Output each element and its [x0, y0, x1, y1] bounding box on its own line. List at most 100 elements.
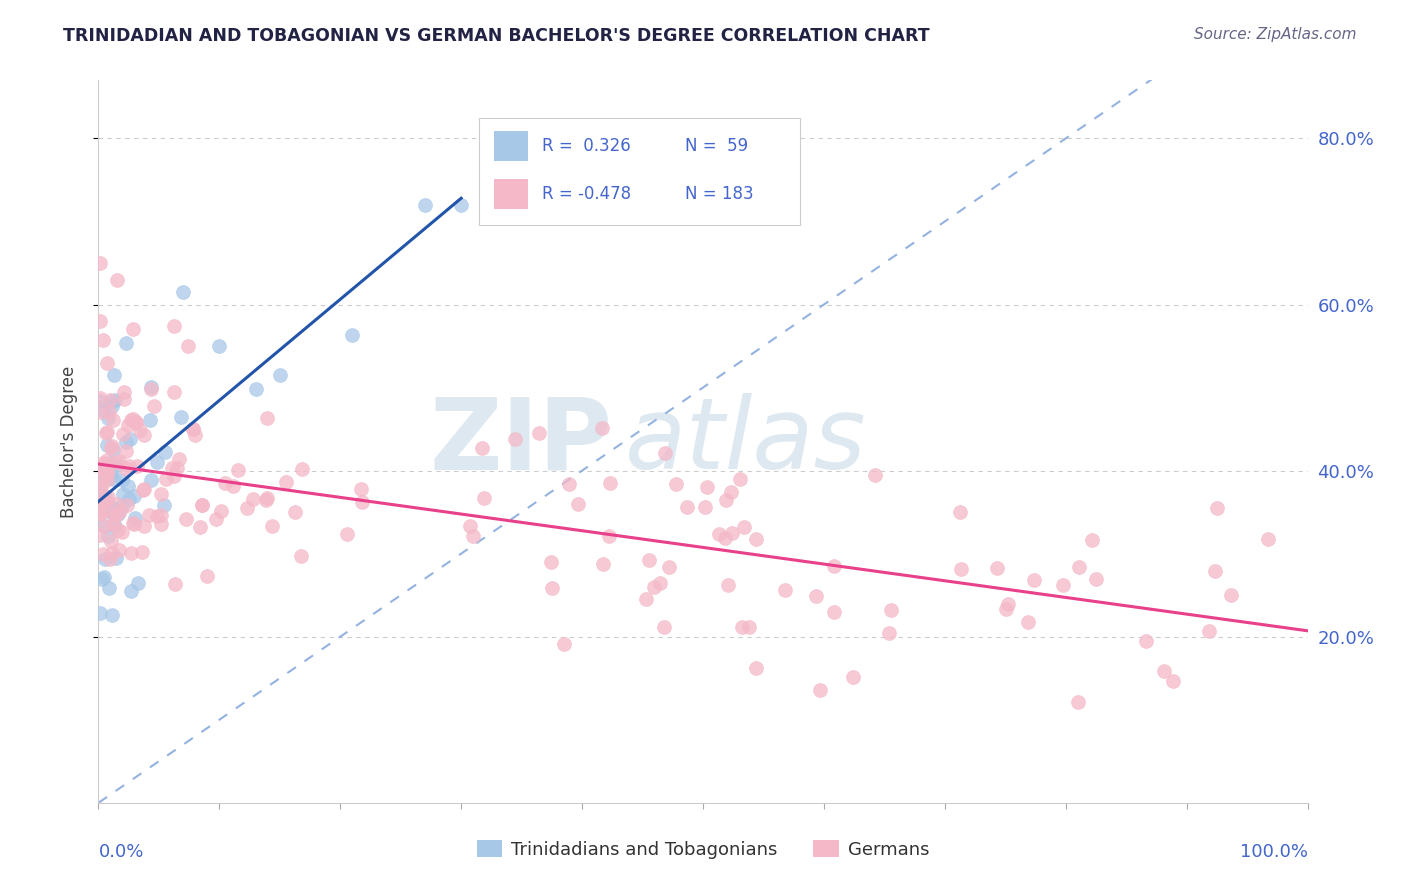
Point — [291, 462, 314, 476]
Point — [733, 520, 755, 534]
Point — [101, 413, 124, 427]
Point — [117, 491, 139, 506]
Point — [1205, 500, 1227, 515]
Point — [89, 314, 111, 328]
Point — [1084, 573, 1107, 587]
Point — [553, 637, 575, 651]
Point — [1022, 574, 1045, 588]
Point — [592, 557, 614, 571]
Point — [744, 661, 766, 675]
Point — [714, 492, 737, 507]
Point — [284, 505, 307, 519]
Point — [150, 517, 173, 532]
Point — [96, 356, 118, 370]
Point — [111, 499, 134, 513]
Point — [122, 516, 145, 531]
Point — [98, 392, 121, 407]
Point — [101, 439, 124, 453]
Point — [132, 482, 155, 496]
Point — [100, 501, 122, 516]
Point — [101, 501, 124, 516]
Point — [150, 487, 173, 501]
Text: atlas: atlas — [624, 393, 866, 490]
Point — [91, 495, 114, 509]
Point — [181, 422, 204, 436]
Point — [90, 497, 112, 511]
Point — [105, 458, 128, 473]
Point — [181, 421, 204, 435]
Text: ZIP: ZIP — [429, 393, 613, 490]
Point — [254, 493, 277, 508]
Point — [90, 485, 112, 500]
Point — [738, 620, 761, 634]
Bar — [494, 131, 527, 161]
Point — [166, 461, 188, 475]
Point — [96, 465, 118, 479]
Point — [877, 625, 900, 640]
Point — [127, 576, 149, 591]
Point — [461, 529, 484, 543]
Point — [124, 510, 146, 524]
Point — [134, 428, 156, 442]
Point — [190, 520, 212, 534]
Text: N = 183: N = 183 — [685, 185, 754, 202]
Point — [637, 553, 659, 567]
Point — [209, 504, 232, 518]
Point — [112, 487, 135, 501]
Point — [101, 442, 124, 457]
Point — [214, 475, 236, 490]
Point — [120, 432, 142, 446]
Point — [131, 545, 153, 559]
Point — [540, 555, 562, 569]
Point — [1153, 664, 1175, 678]
Point — [1204, 564, 1226, 578]
Point — [97, 504, 120, 518]
Point — [986, 561, 1008, 575]
Point — [89, 484, 111, 499]
Point — [112, 392, 135, 406]
Point — [1219, 588, 1241, 602]
Point — [949, 505, 972, 519]
Point — [90, 479, 112, 493]
Text: TRINIDADIAN AND TOBAGONIAN VS GERMAN BACHELOR'S DEGREE CORRELATION CHART: TRINIDADIAN AND TOBAGONIAN VS GERMAN BAC… — [63, 27, 929, 45]
Point — [184, 428, 207, 442]
Point — [93, 503, 115, 517]
Point — [108, 504, 131, 518]
Point — [107, 507, 129, 521]
Point — [104, 518, 127, 533]
Point — [96, 452, 118, 467]
Point — [165, 577, 187, 591]
Point — [1135, 634, 1157, 648]
Point — [103, 472, 125, 486]
Point — [93, 497, 115, 511]
Point — [94, 519, 117, 533]
Point — [153, 445, 176, 459]
Point — [352, 495, 374, 509]
Point — [139, 473, 162, 487]
Point — [472, 491, 495, 505]
Point — [98, 457, 121, 471]
Point — [94, 457, 117, 471]
Point — [634, 592, 657, 607]
Point — [97, 411, 120, 425]
Point — [155, 471, 177, 485]
Point — [256, 491, 278, 505]
Point — [91, 334, 114, 348]
Point — [458, 519, 481, 533]
Point — [94, 425, 117, 440]
Point — [101, 399, 124, 413]
Point — [471, 441, 494, 455]
Point — [103, 393, 125, 408]
Point — [101, 546, 124, 560]
Point — [98, 551, 121, 566]
Point — [529, 426, 551, 441]
Point — [717, 578, 740, 592]
Point — [274, 475, 297, 489]
Point — [90, 461, 112, 475]
Point — [745, 532, 768, 546]
Point — [120, 413, 142, 427]
Point — [90, 405, 112, 419]
Point — [152, 498, 174, 512]
Point — [101, 516, 124, 531]
Point — [1067, 559, 1090, 574]
